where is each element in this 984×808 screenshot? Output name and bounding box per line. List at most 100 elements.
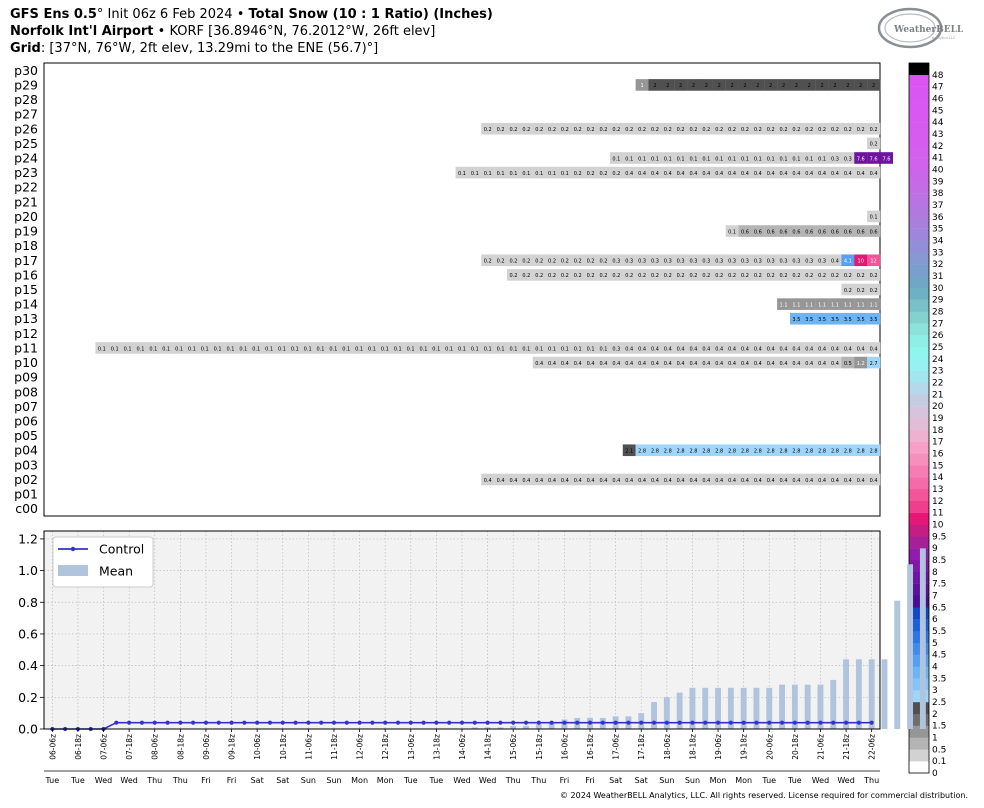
heatmap-cell: [777, 342, 791, 354]
colorbar-tick-label: 33: [932, 248, 943, 258]
y-tick-label: 1.0: [18, 563, 38, 578]
member-label-p11: p11: [14, 340, 38, 355]
grid-label: Grid: [10, 41, 41, 56]
heatmap-cell: [687, 356, 701, 369]
control-point: [408, 720, 413, 725]
cell-value: 0.2: [844, 288, 852, 294]
heatmap-cell: [712, 269, 726, 281]
cell-value: 0.2: [561, 259, 569, 265]
heatmap-cell: [597, 269, 611, 281]
heatmap-cell: [828, 342, 842, 354]
day-label: Wed: [95, 776, 112, 785]
heatmap-cell: [648, 122, 662, 135]
heatmap-cell: [764, 166, 778, 179]
heatmap-cell: [828, 298, 842, 310]
x-tick-label: 11-06z: [304, 734, 313, 760]
heatmap-cell: [867, 122, 881, 135]
heatmap-cell: [609, 342, 623, 354]
heatmap-cell: [674, 152, 688, 164]
control-point: [562, 720, 567, 725]
heatmap-cell: [622, 356, 636, 369]
member-label-p27: p27: [14, 107, 38, 122]
heatmap-cell: [429, 342, 443, 354]
colorbar-swatch: [909, 737, 929, 750]
cell-value: 0.4: [702, 478, 710, 484]
heatmap-cell: [738, 225, 752, 237]
cell-value: 2.8: [818, 449, 826, 455]
cell-value: 0.4: [484, 478, 492, 484]
heatmap-cell: [841, 166, 855, 179]
heatmap-cell: [841, 79, 855, 91]
cell-value: 0.4: [741, 171, 749, 177]
heatmap-cell: [789, 269, 803, 281]
day-label: Thu: [530, 776, 546, 785]
cell-value: 0.4: [831, 259, 839, 265]
cell-value: 0.4: [844, 478, 852, 484]
member-label-p15: p15: [14, 282, 38, 297]
colorbar-swatch: [909, 489, 929, 502]
cell-value: 0.1: [625, 156, 633, 162]
heatmap-cell: [789, 166, 803, 179]
colorbar-tick-label: 4: [932, 663, 938, 673]
cell-value: 2.8: [805, 449, 813, 455]
x-tick-label: 20-06z: [765, 734, 774, 760]
cell-value: 0.4: [638, 171, 646, 177]
cell-value: 0.1: [522, 346, 530, 352]
control-point: [447, 720, 452, 725]
cell-value: 0.4: [600, 361, 608, 367]
member-label-p25: p25: [14, 136, 38, 151]
cell-value: 1.1: [818, 302, 826, 308]
day-label: Sat: [276, 776, 289, 785]
heatmap-cell: [661, 269, 675, 281]
heatmap-cell: [674, 444, 688, 457]
colorbar-swatch: [909, 453, 929, 466]
heatmap-cell: [815, 225, 829, 237]
heatmap-cell: [712, 254, 726, 267]
control-point: [549, 720, 554, 725]
heatmap-cell: [828, 225, 842, 237]
colorbar-swatch: [909, 63, 929, 76]
heatmap-cell: [635, 254, 649, 267]
heatmap-cell: [301, 342, 315, 354]
heatmap-cell: [867, 312, 881, 325]
cell-value: 0.1: [458, 346, 466, 352]
heatmap-cell: [815, 254, 829, 267]
legend: Control Mean: [52, 536, 154, 588]
cell-value: 0.4: [651, 361, 659, 367]
y-tick-label: 0.2: [18, 690, 38, 705]
control-point: [869, 720, 874, 725]
day-label: Wed: [120, 776, 137, 785]
heatmap-cell: [571, 356, 585, 369]
control-point: [856, 720, 861, 725]
heatmap-cell: [648, 342, 662, 354]
colorbar-tick-label: 24: [932, 355, 944, 365]
cell-value: 0.6: [754, 229, 762, 235]
heatmap-cell: [789, 254, 803, 267]
heatmap-cell: [597, 122, 611, 135]
cell-value: 3.5: [831, 317, 839, 323]
heatmap-cell: [622, 473, 636, 486]
heatmap-cell: [764, 342, 778, 354]
control-point: [498, 720, 503, 725]
x-tick-label: 17-18z: [637, 734, 646, 760]
cell-value: 0.4: [715, 171, 723, 177]
cell-value: 0.1: [638, 156, 646, 162]
heatmap-cell: [789, 473, 803, 486]
station-info: KORF [36.8946°N, 76.2012°W, 26ft elev]: [169, 24, 436, 39]
day-label: Thu: [172, 776, 188, 785]
colorbar-tick-label: 4.5: [932, 651, 946, 661]
cell-value: 0.1: [741, 156, 749, 162]
y-tick-label: 1.2: [18, 531, 38, 546]
member-label-p26: p26: [14, 121, 38, 136]
x-tick-label: 12-06z: [356, 734, 365, 760]
control-point: [626, 720, 631, 725]
logo-subtext: Analytics LLC: [932, 36, 956, 40]
cell-value: 2.8: [638, 449, 646, 455]
control-point: [779, 720, 785, 725]
heatmap-cell: [802, 152, 816, 164]
cell-value: 0.2: [509, 273, 517, 279]
heatmap-cell: [532, 269, 546, 281]
heatmap-cell: [558, 342, 572, 354]
heatmap-cell: [725, 225, 739, 237]
heatmap-cell: [648, 152, 662, 164]
